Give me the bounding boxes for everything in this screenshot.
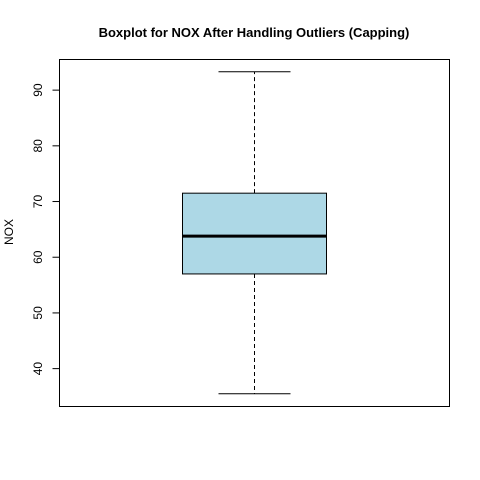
y-tick-label-70: 70 xyxy=(31,195,45,209)
y-tick-label-60: 60 xyxy=(31,250,45,264)
y-tick-label-50: 50 xyxy=(31,306,45,320)
box-group xyxy=(182,71,327,395)
y-tick-label-80: 80 xyxy=(31,139,45,153)
y-tick-label-90: 90 xyxy=(31,83,45,97)
chart-title: Boxplot for NOX After Handling Outliers … xyxy=(99,25,410,40)
y-axis: 40 50 60 70 80 90 xyxy=(31,83,60,375)
y-axis-label: NOX xyxy=(2,219,16,245)
interquartile-box xyxy=(182,192,327,275)
y-tick-label-40: 40 xyxy=(31,362,45,376)
